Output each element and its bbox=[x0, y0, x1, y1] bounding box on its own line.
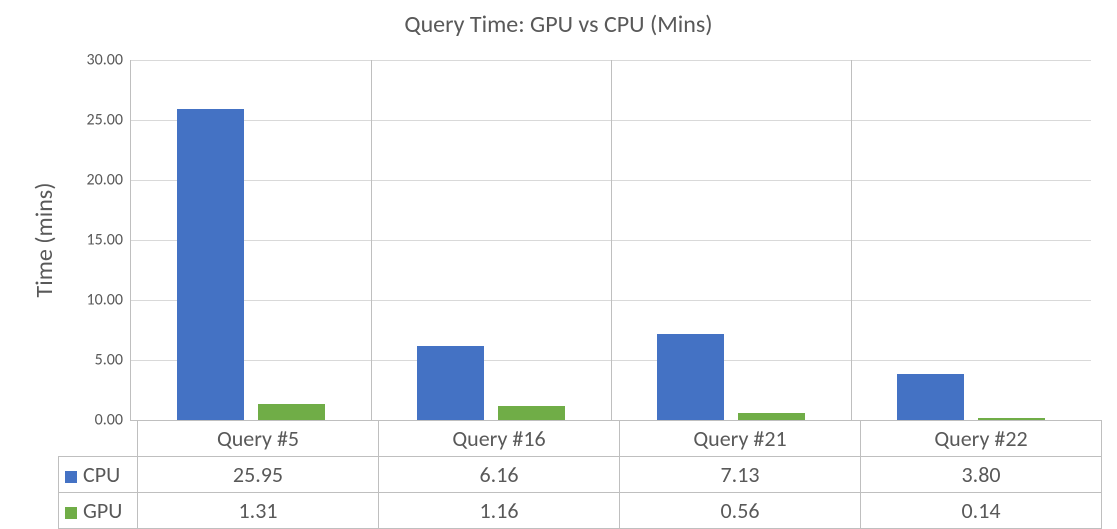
y-tick-label: 20.00 bbox=[87, 171, 131, 190]
y-tick-label: 30.00 bbox=[87, 51, 131, 70]
category-divider bbox=[851, 60, 852, 420]
legend-cell-gpu: GPU bbox=[59, 493, 138, 529]
table-cell: 1.31 bbox=[138, 493, 379, 529]
bar-cpu bbox=[657, 334, 724, 420]
table-category-header: Query #5 bbox=[138, 421, 379, 457]
table-category-header: Query #22 bbox=[861, 421, 1102, 457]
bar-cpu bbox=[177, 109, 244, 420]
table-cell: 0.56 bbox=[620, 493, 861, 529]
y-tick-label: 25.00 bbox=[87, 111, 131, 130]
chart-title: Query Time: GPU vs CPU (Mins) bbox=[0, 10, 1117, 39]
bar-gpu bbox=[498, 406, 565, 420]
legend-label: CPU bbox=[83, 461, 120, 488]
bar-cpu bbox=[417, 346, 484, 420]
table-cell: 1.16 bbox=[379, 493, 620, 529]
bar-chart: Query Time: GPU vs CPU (Mins) Time (mins… bbox=[0, 0, 1117, 529]
table-category-header: Query #21 bbox=[620, 421, 861, 457]
legend-swatch-icon bbox=[65, 507, 77, 519]
legend-label: GPU bbox=[83, 497, 122, 524]
y-axis-label: Time (mins) bbox=[30, 60, 59, 420]
table-corner-cell bbox=[59, 421, 138, 457]
category-divider bbox=[371, 60, 372, 420]
bar-cpu bbox=[897, 374, 964, 420]
y-tick-label: 10.00 bbox=[87, 291, 131, 310]
table-category-header: Query #16 bbox=[379, 421, 620, 457]
data-table: Query #5Query #16Query #21Query #22 CPU 25… bbox=[58, 420, 1102, 529]
table-cell: 25.95 bbox=[138, 457, 379, 493]
bar-gpu bbox=[258, 404, 325, 420]
table-cell: 6.16 bbox=[379, 457, 620, 493]
y-tick-label: 15.00 bbox=[87, 231, 131, 250]
plot-area: 0.005.0010.0015.0020.0025.0030.00 bbox=[130, 60, 1091, 421]
legend-swatch-icon bbox=[65, 471, 77, 483]
table-cell: 0.14 bbox=[861, 493, 1102, 529]
table-cell: 7.13 bbox=[620, 457, 861, 493]
table-cell: 3.80 bbox=[861, 457, 1102, 493]
y-tick-label: 5.00 bbox=[95, 351, 131, 370]
bar-gpu bbox=[738, 413, 805, 420]
category-divider bbox=[611, 60, 612, 420]
legend-cell-cpu: CPU bbox=[59, 457, 138, 493]
